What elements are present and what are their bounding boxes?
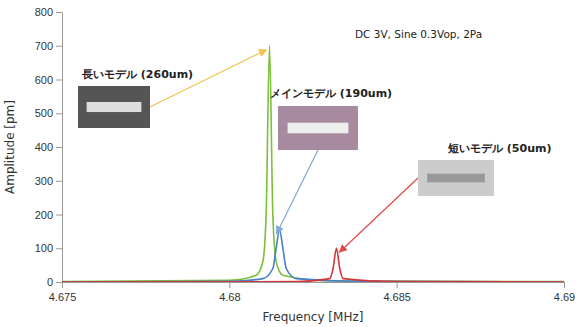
x-tick-label: 4.675 [49, 291, 77, 303]
y-axis: 0 100 200 300 400 500 600 700 800 [35, 6, 63, 288]
x-tick-mark [397, 282, 398, 288]
x-tick: 4.69 [554, 282, 575, 303]
plot-area: 4.675 4.68 4.685 4.69 0 100 200 300 400 500 600 700… [35, 6, 576, 303]
y-axis-title: Amplitude [pm] [3, 100, 17, 194]
y-tick-mark [56, 12, 62, 13]
series-line [62, 248, 564, 282]
y-tick: 0 [47, 276, 62, 288]
series-label: 短いモデル (50um) [447, 142, 552, 155]
y-tick-mark [56, 80, 62, 81]
chart: 4.675 4.68 4.685 4.69 0 100 200 300 400 500 600 700… [0, 0, 584, 327]
x-axis-title: Frequency [MHz] [263, 310, 364, 324]
annotation: DC 3V, Sine 0.3Vop, 2Pa [355, 28, 482, 40]
y-tick: 200 [35, 209, 62, 221]
y-tick-label: 600 [35, 74, 53, 86]
x-axis-line [63, 282, 565, 283]
y-tick: 700 [35, 40, 62, 52]
y-tick-mark [56, 248, 62, 249]
y-axis-line [62, 13, 63, 283]
series-line [62, 230, 564, 282]
series-label: 長いモデル (260um) [81, 68, 193, 81]
y-tick-mark [56, 282, 62, 283]
y-tick-label: 400 [35, 141, 53, 153]
y-tick-mark [56, 147, 62, 148]
y-tick-label: 100 [35, 242, 53, 254]
photo [78, 86, 150, 128]
x-axis: 4.675 4.68 4.685 4.69 [49, 282, 575, 303]
y-tick-mark [56, 181, 62, 182]
x-tick-mark [564, 282, 565, 288]
y-tick-label: 0 [47, 276, 53, 288]
y-tick-label: 300 [35, 175, 53, 187]
y-tick: 400 [35, 141, 62, 153]
photo-beam [288, 123, 349, 134]
x-tick-mark [62, 282, 63, 288]
y-tick: 800 [35, 6, 62, 18]
x-tick-label: 4.685 [383, 291, 411, 303]
y-tick-label: 500 [35, 107, 53, 119]
x-tick: 4.685 [383, 282, 411, 303]
x-tick-mark [229, 282, 230, 288]
x-tick-label: 4.69 [554, 291, 575, 303]
series-label: メインモデル (190um) [270, 87, 392, 100]
y-tick-label: 700 [35, 40, 53, 52]
photo-beam [87, 102, 142, 112]
x-tick-label: 4.68 [219, 291, 240, 303]
photo [418, 160, 494, 196]
y-tick-mark [56, 113, 62, 114]
x-tick: 4.68 [219, 282, 240, 303]
photo [278, 106, 358, 150]
y-tick: 600 [35, 74, 62, 86]
series-line [62, 46, 564, 282]
photo-beam [427, 174, 485, 183]
y-tick-mark [56, 46, 62, 47]
y-tick: 100 [35, 242, 62, 254]
y-tick-mark [56, 215, 62, 216]
y-tick: 500 [35, 107, 62, 119]
y-tick: 300 [35, 175, 62, 187]
callout-arrow [277, 150, 318, 234]
y-tick-label: 200 [35, 209, 53, 221]
callout-arrow [339, 178, 418, 252]
y-tick-label: 800 [35, 6, 53, 18]
series-group [62, 46, 564, 282]
